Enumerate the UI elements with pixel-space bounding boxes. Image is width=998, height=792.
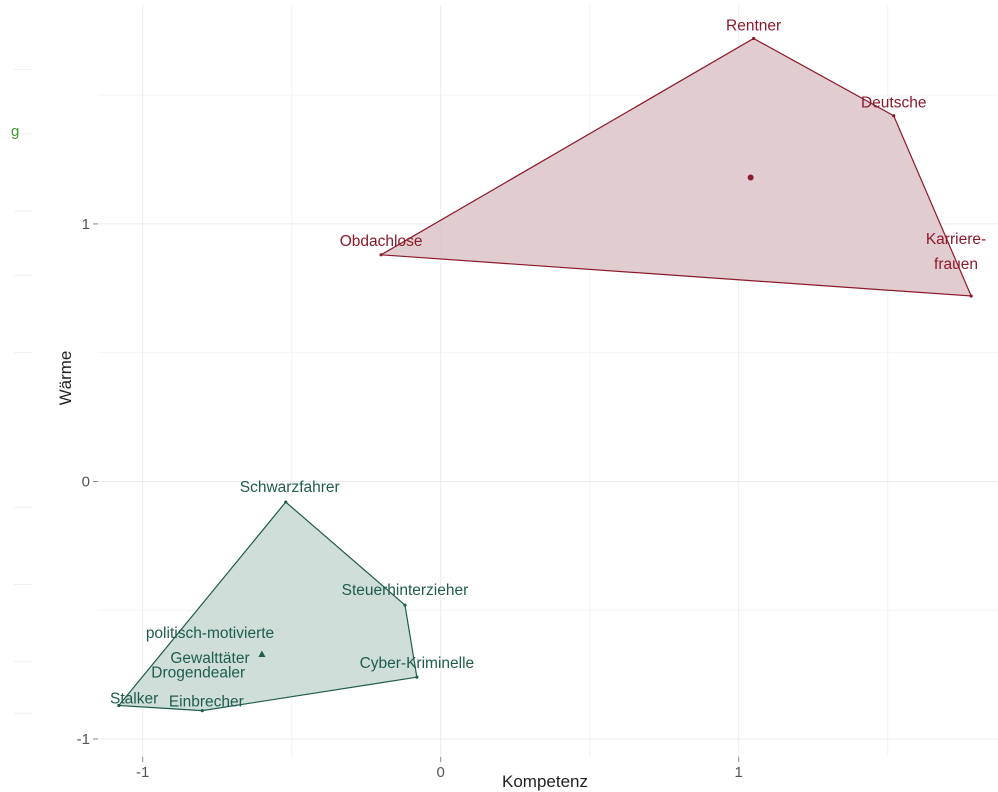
- point-label-line: politisch-motivierte: [146, 625, 274, 642]
- hull-vertex: [892, 114, 896, 118]
- hull-vertex: [117, 703, 121, 708]
- point-label-line: Drogendealer: [151, 665, 245, 682]
- point-labels: Rentner Deutsche Karriere-frauen Obdachlose…: [110, 17, 986, 710]
- hull-vertex: [969, 294, 973, 298]
- x-tick-label: 0: [437, 764, 445, 781]
- cluster-hulls: [117, 36, 973, 713]
- point-label: Schwarzfahrer: [240, 479, 340, 496]
- y-tick-label: -1: [77, 731, 90, 748]
- hull-vertex: [284, 500, 288, 504]
- y-tick-label: 1: [82, 216, 90, 233]
- point-label: Rentner: [726, 17, 781, 34]
- point-label-line: Rentner: [726, 17, 781, 34]
- y-axis-title: Wärme: [56, 351, 75, 406]
- hull-vertex: [752, 36, 756, 41]
- point-label: Deutsche: [861, 95, 926, 112]
- cluster-center-marker: [747, 174, 754, 181]
- legend-fragment-text: g: [11, 123, 19, 140]
- point-label-line: Steuerhinterzieher: [342, 582, 469, 599]
- hull-vertex: [200, 709, 204, 713]
- point-label-line: Karriere-: [926, 231, 986, 248]
- point-label: Drogendealer: [151, 665, 245, 682]
- point-label-line: Gewalttäter: [170, 650, 249, 667]
- point-label-line: Einbrecher: [169, 694, 244, 711]
- point-label-line: Cyber-Kriminelle: [360, 655, 475, 672]
- axis-ticks: -1 0 1 -1 0 1: [77, 216, 743, 781]
- cluster-center-marker: [258, 650, 266, 657]
- point-label-line: Schwarzfahrer: [240, 479, 340, 496]
- point-label-line: frauen: [934, 256, 978, 273]
- point-label-line: Deutsche: [861, 95, 926, 112]
- legend-fragment: g: [11, 123, 19, 140]
- point-label-line: Stalker: [110, 690, 158, 707]
- point-label: politisch-motivierte Gewalttäter: [146, 625, 274, 667]
- cluster-hull-1: [379, 37, 973, 297]
- point-label: Obdachlose: [340, 233, 423, 250]
- hull-vertex: [415, 675, 419, 679]
- point-label: Einbrecher: [169, 694, 244, 711]
- hull-vertex: [403, 603, 407, 607]
- point-label-line: Obdachlose: [340, 233, 423, 250]
- point-label: Cyber-Kriminelle: [360, 655, 475, 672]
- cluster-hull-2: [117, 501, 418, 712]
- hull-vertex: [379, 253, 383, 257]
- x-axis-title: Kompetenz: [502, 772, 588, 791]
- y-tick-label: 0: [82, 473, 90, 490]
- point-label: Steuerhinterzieher: [342, 582, 469, 599]
- x-tick-label: -1: [136, 764, 149, 781]
- point-label: Karriere-frauen: [926, 231, 986, 273]
- point-label: Stalker: [110, 690, 158, 707]
- x-tick-label: 1: [735, 764, 743, 781]
